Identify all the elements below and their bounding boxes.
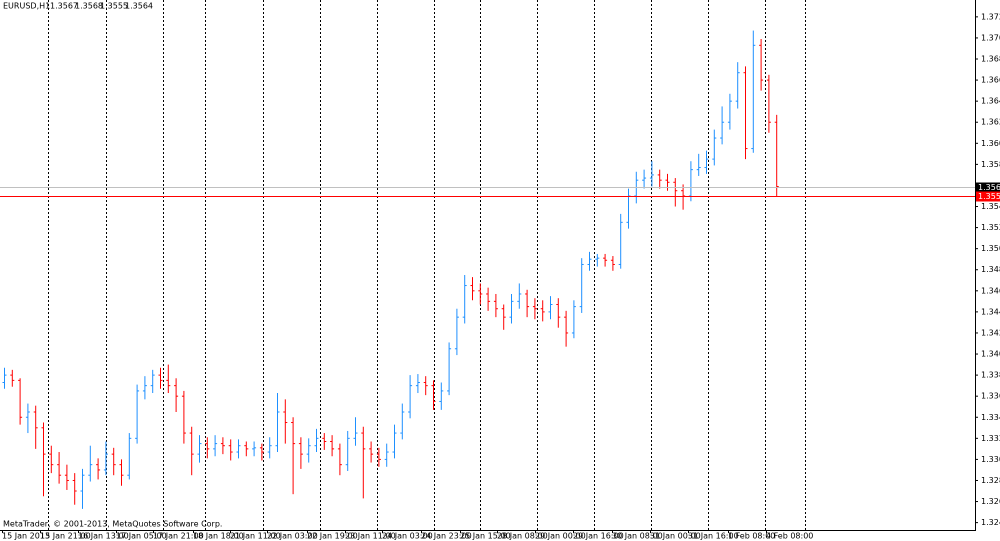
y-tick-label: 1.3245 [981, 518, 1000, 527]
x-tick-label: 28 Jan 08:00 [497, 532, 548, 541]
period-separators [48, 0, 806, 530]
y-tick-label: 1.3365 [981, 392, 1000, 401]
x-tick-label: 22 Jan 19:00 [307, 532, 358, 541]
y-tick-label: 1.3725 [981, 12, 1000, 21]
y-tick-label: 1.3525 [981, 223, 1000, 232]
y-tick-label: 1.3285 [981, 476, 1000, 485]
header-value: 1.3568 [75, 2, 103, 11]
y-tick-label: 1.3665 [981, 76, 1000, 85]
x-tick-label: 1 Feb 08:00 [728, 532, 775, 541]
price-label: 1.3564 [978, 183, 1000, 192]
y-tick-label: 1.3685 [981, 55, 1000, 64]
x-tick-label: 23 Jan 11:00 [345, 532, 396, 541]
y-tick-label: 1.3425 [981, 328, 1000, 337]
x-tick-label: 24 Jan 03:00 [382, 532, 433, 541]
x-tick-label: 31 Jan 16:00 [688, 532, 739, 541]
x-tick-label: 25 Jan 15:00 [460, 532, 511, 541]
price-label: 1.3555 [978, 192, 1000, 201]
x-tick-label: 17 Jan 21:00 [153, 532, 204, 541]
x-tick-label: 31 Jan 00:00 [650, 532, 701, 541]
y-tick-label: 1.3465 [981, 286, 1000, 295]
x-tick-label: 22 Jan 03:00 [267, 532, 318, 541]
x-tick-label: 15 Jan 2013 [2, 532, 50, 541]
x-tick-label: 17 Jan 05:00 [116, 532, 167, 541]
y-tick-label: 1.3505 [981, 244, 1000, 253]
x-tick-label: 21 Jan 11:00 [230, 532, 281, 541]
price-label-box [976, 191, 1000, 202]
x-tick-label: 29 Jan 16:00 [573, 532, 624, 541]
y-tick-label: 1.3405 [981, 350, 1000, 359]
y-tick-label: 1.3645 [981, 97, 1000, 106]
y-tick-label: 1.3305 [981, 455, 1000, 464]
x-tick-label: 30 Jan 08:00 [612, 532, 663, 541]
y-tick-label: 1.3445 [981, 307, 1000, 316]
y-tick-label: 1.3585 [981, 160, 1000, 169]
symbol: EURUSD,H1 [3, 2, 50, 11]
header-value: 1.3555 [100, 2, 128, 11]
y-tick-label: 1.3345 [981, 413, 1000, 422]
x-tick-label: 15 Jan 21:00 [40, 532, 91, 541]
y-tick-label: 1.3705 [981, 33, 1000, 42]
x-tick-label: 16 Jan 13:00 [78, 532, 129, 541]
y-tick-label: 1.3545 [981, 202, 1000, 211]
y-tick-label: 1.3605 [981, 139, 1000, 148]
header-value: 1.3567 [50, 2, 78, 11]
y-tick-label: 1.3265 [981, 497, 1000, 506]
x-tick-label: 24 Jan 23:00 [421, 532, 472, 541]
x-tick-label: 18 Jan 18:00 [193, 532, 244, 541]
x-tick-label: 4 Feb 08:00 [766, 532, 813, 541]
y-tick-label: 1.3385 [981, 371, 1000, 380]
y-tick-label: 1.3625 [981, 118, 1000, 127]
header-value: 1.3564 [125, 2, 153, 11]
copyright: MetaTrader, © 2001-2013, MetaQuotes Soft… [3, 520, 222, 529]
y-tick-label: 1.3485 [981, 265, 1000, 274]
x-tick-label: 29 Jan 00:00 [535, 532, 586, 541]
price-label-box [976, 182, 1000, 193]
y-tick-label: 1.3325 [981, 434, 1000, 443]
